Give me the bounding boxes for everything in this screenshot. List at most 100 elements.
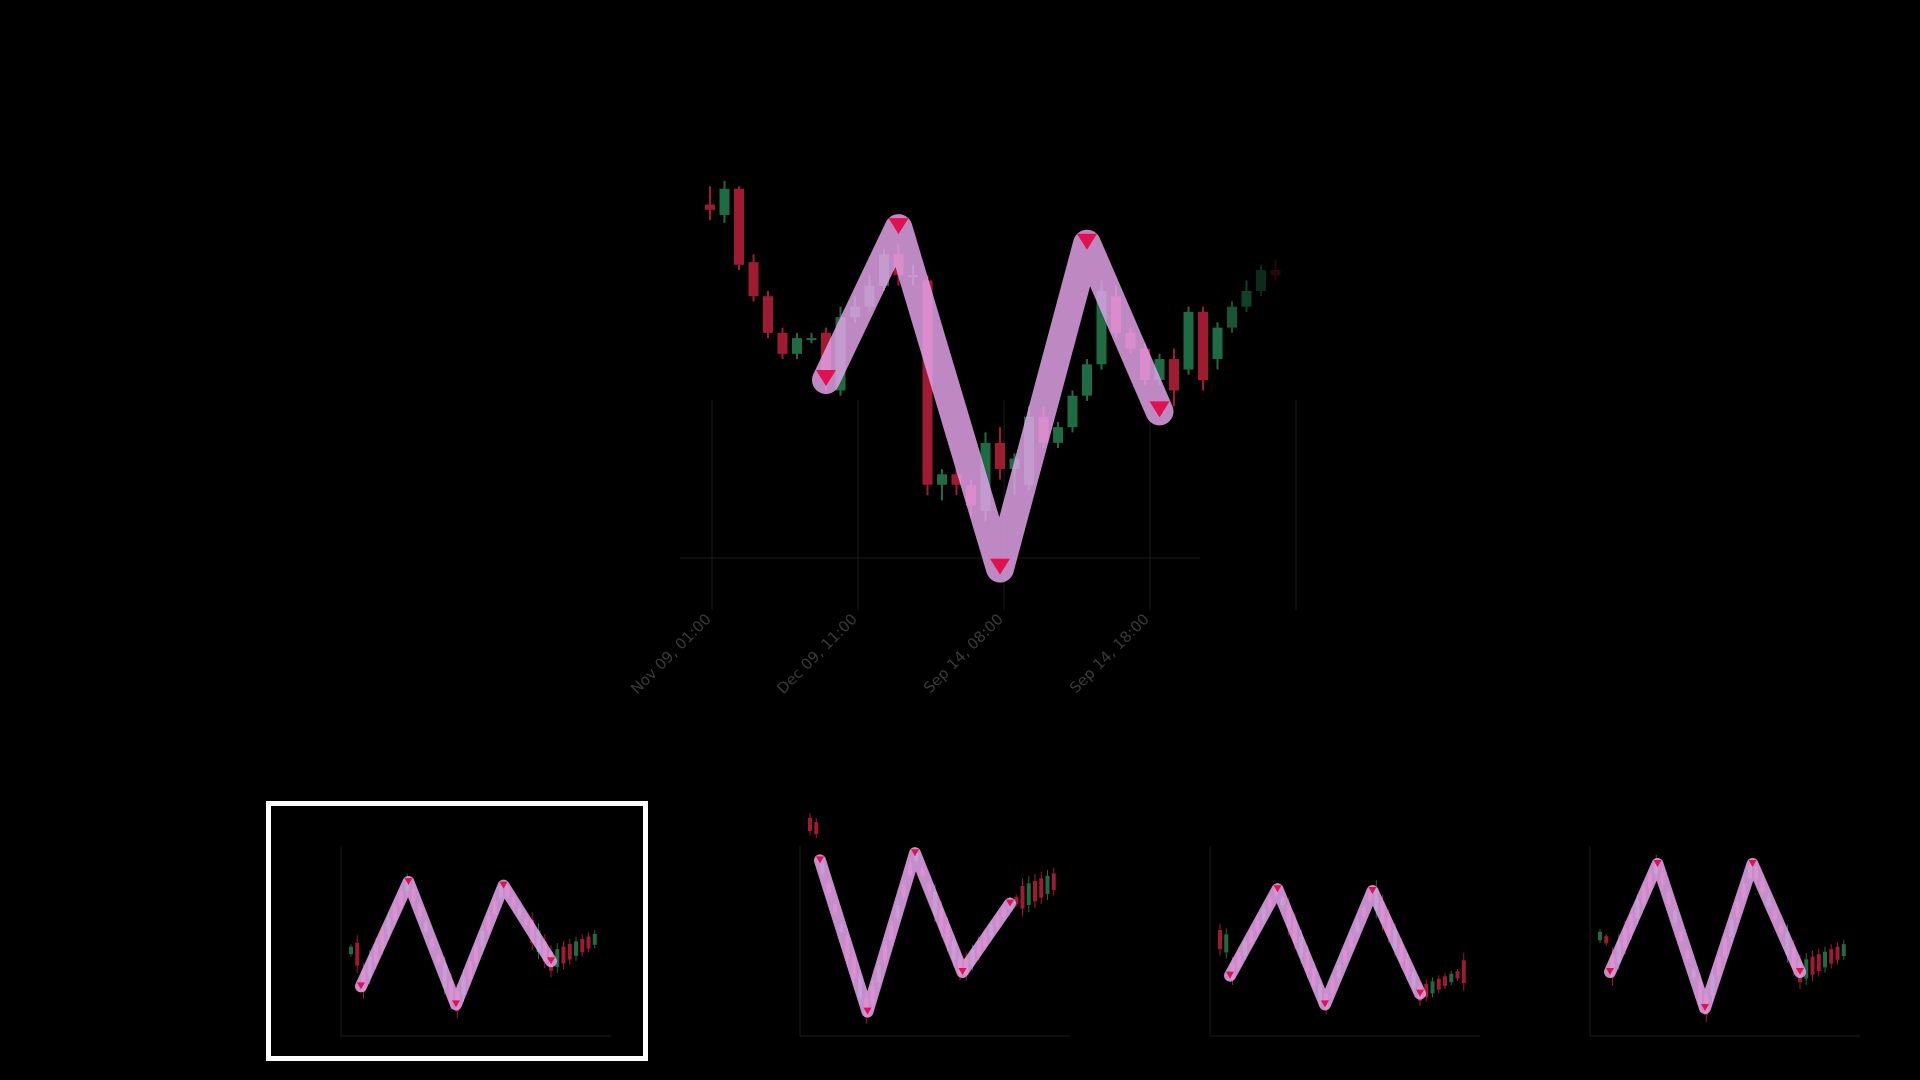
- thumb-candle-body: [1829, 949, 1834, 964]
- thumb-candle: [1816, 948, 1821, 977]
- x-tick-label: Dec 09, 11:00: [773, 610, 860, 697]
- x-tick-label: Nov 09, 01:00: [627, 610, 715, 698]
- thumb-candle-body: [1449, 973, 1454, 983]
- candle: [1198, 306, 1208, 391]
- thumb-candle-body: [349, 946, 353, 954]
- thumbnail-chart: [799, 813, 1070, 1037]
- candle-body: [1212, 327, 1223, 360]
- thumb-pivot-marker: [863, 1007, 872, 1015]
- thumbnail-2[interactable]: [730, 806, 1102, 1056]
- thumb-candle-body: [1455, 971, 1460, 979]
- thumbnail-3[interactable]: [1140, 806, 1512, 1056]
- thumb-pivot-marker: [1653, 860, 1662, 867]
- thumb-pivot-marker: [1368, 887, 1377, 894]
- candle-body: [937, 474, 947, 485]
- thumb-candle-body: [1835, 946, 1840, 960]
- candle-body: [1241, 290, 1252, 307]
- thumb-zigzag-band: [814, 847, 1016, 1018]
- candle-body: [734, 188, 744, 265]
- thumb-pivot-marker: [911, 849, 919, 857]
- thumb-candle: [814, 818, 819, 839]
- thumb-candle-body: [561, 946, 566, 964]
- thumb-candle-body: [1014, 896, 1019, 905]
- thumb-pivot-marker: [958, 968, 967, 975]
- thumb-candle: [1810, 950, 1815, 981]
- candle: [792, 332, 802, 360]
- thumb-pivot-marker: [1748, 860, 1757, 867]
- thumb-candle: [808, 813, 812, 836]
- thumb-candle: [1829, 944, 1834, 969]
- thumb-candle: [567, 938, 572, 965]
- x-tick-label: Sep 14, 08:00: [920, 610, 1007, 697]
- thumb-pivot-marker: [547, 957, 555, 965]
- candle-body: [777, 332, 788, 354]
- thumbnail-chart: [340, 846, 611, 1037]
- thumb-candle-body: [1020, 885, 1025, 909]
- candle-body: [1154, 359, 1165, 380]
- candle-body: [1270, 270, 1281, 276]
- candle: [734, 186, 744, 270]
- candle: [719, 180, 730, 223]
- thumb-candle-body: [592, 933, 597, 945]
- thumb-candle-body: [1816, 954, 1821, 972]
- thumb-pivot-marker: [1273, 885, 1282, 893]
- thumb-candle: [1033, 874, 1037, 909]
- thumb-candle-body: [1224, 934, 1229, 953]
- thumb-candle: [355, 935, 360, 974]
- thumb-candle: [1430, 977, 1435, 998]
- candle-body: [806, 338, 817, 341]
- candle: [1270, 259, 1281, 281]
- candle-body: [719, 188, 730, 215]
- thumb-candle-body: [355, 942, 360, 966]
- thumb-candle: [1841, 940, 1846, 961]
- zigzag-pattern-band: [812, 214, 1174, 583]
- thumb-pivot-marker: [1796, 968, 1804, 975]
- thumb-candle: [1424, 979, 1429, 1002]
- thumb-zigzag-band: [1604, 858, 1806, 1014]
- thumb-candle-body: [1026, 883, 1031, 906]
- thumb-candle-body: [808, 817, 812, 831]
- thumbnail-1[interactable]: [266, 801, 648, 1061]
- pivot-marker: [990, 558, 1010, 575]
- thumb-candle: [1461, 952, 1466, 991]
- main-candlestick-chart: Nov 09, 01:00 Dec 09, 11:00 Sep 14, 08:00 S…: [627, 180, 1297, 698]
- pivot-marker: [1077, 233, 1097, 250]
- thumbnail-chart: [1209, 846, 1480, 1037]
- thumb-pivot-marker: [1606, 968, 1614, 975]
- thumb-pivot-marker: [1226, 971, 1234, 979]
- thumb-candle: [592, 930, 597, 949]
- thumb-candle: [1039, 871, 1044, 904]
- thumb-candle-body: [1218, 930, 1222, 950]
- candle-body: [922, 280, 933, 485]
- thumb-candle-body: [574, 941, 578, 956]
- thumb-candle-body: [1598, 931, 1602, 941]
- candle: [705, 186, 715, 221]
- thumb-candle-body: [1604, 936, 1609, 944]
- candle-body: [792, 338, 802, 354]
- candle: [1183, 306, 1194, 375]
- thumb-pivot-marker: [404, 878, 413, 885]
- thumb-candle-body: [814, 822, 819, 835]
- thumbnail-4[interactable]: [1520, 806, 1892, 1056]
- thumb-candle: [1598, 929, 1602, 943]
- thumb-candle: [1014, 894, 1019, 907]
- thumb-candle-body: [1424, 983, 1429, 998]
- thumb-candle: [1026, 876, 1031, 913]
- thumb-candle-body: [1051, 873, 1056, 891]
- thumb-candle: [1823, 946, 1827, 973]
- thumb-candle: [1443, 973, 1447, 990]
- thumb-candle: [561, 940, 566, 969]
- thumb-zigzag-band: [1224, 883, 1426, 1011]
- thumb-candle-body: [1461, 960, 1466, 984]
- thumb-pivot-marker: [1321, 1000, 1329, 1008]
- candle: [1212, 322, 1223, 370]
- candle-body: [1227, 306, 1237, 328]
- thumb-candle: [1436, 975, 1441, 994]
- thumb-candle-body: [1810, 956, 1815, 975]
- thumb-candle: [1045, 869, 1050, 900]
- thumb-candle: [1449, 970, 1454, 985]
- candle-body: [748, 262, 759, 297]
- candle-body: [705, 204, 715, 210]
- thumb-pivot-marker: [499, 881, 508, 889]
- thumb-candle-body: [1823, 951, 1827, 968]
